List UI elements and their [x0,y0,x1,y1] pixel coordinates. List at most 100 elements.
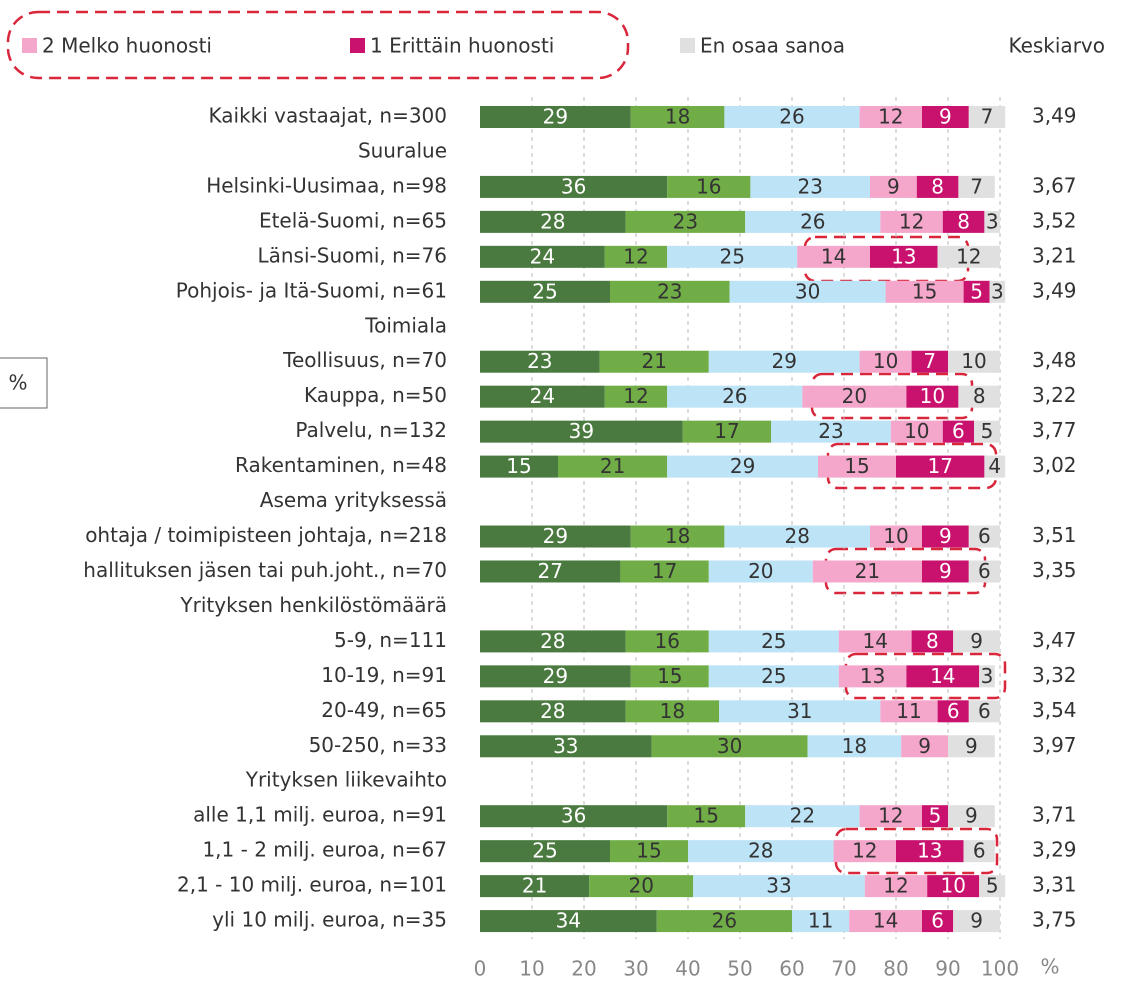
bar-segment [833,840,896,863]
data-label: 21 [855,559,880,583]
data-label: 24 [530,244,555,268]
data-label: 10 [961,349,986,373]
y-tick-label: 20-49, n=65 [321,698,447,722]
mean-label: 3,49 [1032,278,1077,302]
bar-segment [963,840,995,863]
data-label: 23 [673,209,698,233]
bar-segment [625,630,709,653]
bar-segment [859,106,922,128]
bar-segment [693,875,865,898]
data-label: 20 [842,384,867,408]
mean-label: 3,52 [1032,208,1077,232]
legend-label: 1 Erittäin huonosti [370,34,554,58]
data-label: 16 [654,629,679,653]
bar-segment [864,875,928,898]
data-label: 10 [873,349,898,373]
data-label: 23 [657,279,682,303]
bar-segment [880,700,938,723]
data-label: 7 [981,105,994,129]
y-tick-label: Pohjois- ja Itä-Suomi, n=61 [176,278,447,302]
data-label: 12 [899,209,924,233]
data-label: 7 [923,349,936,373]
data-label: 9 [970,909,983,933]
x-tick-label: 90 [935,957,960,981]
bar-segment [480,245,605,268]
bar-segment [859,350,912,373]
y-tick-label: Kauppa, n=50 [304,383,447,407]
data-label: 5 [981,419,994,443]
data-label: 6 [978,699,991,723]
data-label: 6 [978,524,991,548]
bar-segment [771,420,891,443]
bar-segment [792,910,850,933]
y-tick-label: Asema yrityksessä [260,488,447,512]
data-label: 15 [506,454,531,478]
data-label: 15 [844,454,869,478]
data-label: 33 [766,874,791,898]
data-label: 12 [623,384,648,408]
bar-segment [724,525,870,548]
bar-segment [968,700,1000,723]
data-label: 25 [761,629,786,653]
bar-segment [979,665,995,688]
data-label: 5 [929,804,942,828]
bar-segment [958,175,995,198]
bar-segment [942,420,974,443]
bar-segment [667,805,746,828]
bar-segment [870,525,922,548]
bar-segment [480,455,558,478]
mean-label: 3,31 [1032,873,1077,897]
bar-segment [968,106,1006,128]
legend-label: Keskiarvo [1008,34,1105,58]
data-label: 9 [939,524,952,548]
bar-segment [480,910,657,933]
data-label: 29 [543,524,568,548]
highlight [6,10,630,80]
bar-segment [589,875,694,898]
bar-segment [911,630,954,653]
data-label: 30 [795,279,820,303]
data-label: 9 [970,629,983,653]
bar-segment [802,385,907,408]
bar-segment [922,910,954,933]
y-tick-label: Teollisuus, n=70 [282,348,447,372]
mean-label: 3,02 [1032,453,1077,477]
bar-segment [480,175,668,198]
mean-label: 3,35 [1032,558,1077,582]
legend-label: En osaa sanoa [700,34,845,58]
y-tick-label: hallituksen jäsen tai puh.joht., n=70 [83,558,447,582]
y-tick-label: Etelä-Suomi, n=65 [259,208,447,232]
data-label: 36 [561,174,586,198]
data-label: 12 [623,244,648,268]
y-tick-label: ohtaja / toimipisteen johtaja, n=218 [85,523,447,547]
x-tick-label: 70 [831,957,856,981]
data-label: 21 [641,349,666,373]
y-tick-label: yli 10 milj. euroa, n=35 [212,908,447,932]
bar-segment [480,560,621,583]
bar-segment [480,700,626,723]
data-label: 25 [761,664,786,688]
bar-segment [937,245,1000,268]
y-tick-label: Palvelu, n=132 [295,418,447,442]
data-label: 25 [532,839,557,863]
bar-segment [807,735,902,758]
mean-label: 3,54 [1032,698,1077,722]
bar-segment [922,106,969,128]
data-label: 10 [904,419,929,443]
data-label: 9 [965,734,978,758]
bar-segment [630,665,709,688]
data-label: 13 [860,664,885,688]
data-label: 23 [818,419,843,443]
bar-segment [625,210,746,233]
y-tick-label: Länsi-Suomi, n=76 [257,243,447,267]
data-label: 18 [660,699,685,723]
bar-segment [719,700,881,723]
bar-segment [610,840,688,863]
x-tick-label: 10 [519,957,544,981]
data-label: 15 [636,839,661,863]
y-tick-label: 5-9, n=111 [334,628,447,652]
data-label: 17 [927,454,952,478]
data-label: 8 [957,209,970,233]
x-tick-label: 50 [727,957,752,981]
y-tick-label: Yrityksen henkilöstömäärä [179,593,447,617]
